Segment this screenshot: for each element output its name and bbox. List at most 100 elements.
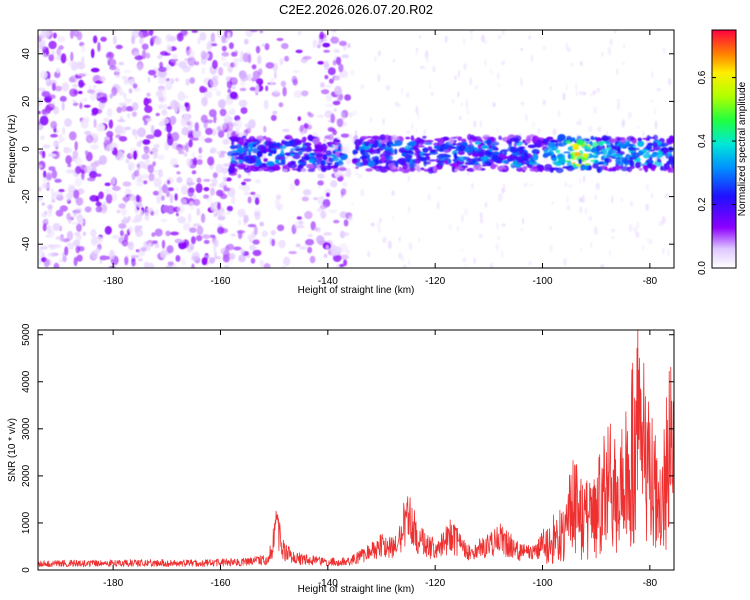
spectrogram-cell [43, 258, 50, 268]
spectrogram-cell [250, 164, 256, 168]
spectrogram-cell [278, 239, 286, 249]
spectrogram-cell [272, 110, 278, 115]
spectrogram-cell [415, 127, 418, 134]
spectrogram-cell [515, 156, 523, 162]
spectrogram-cell [279, 57, 284, 66]
spectrogram-cell [153, 152, 159, 156]
spectrogram-cell [403, 264, 407, 268]
spectrogram-cell [342, 147, 348, 154]
spectrogram-cell [180, 30, 188, 36]
spectrogram-cell [280, 80, 287, 87]
spectrogram-cell [629, 144, 636, 147]
x-tick-label: -140 [318, 276, 338, 287]
spectrogram-cell [308, 159, 315, 163]
spectrogram-cell [408, 141, 417, 147]
spectrogram-cell [95, 88, 104, 99]
spectrogram-cell [235, 127, 240, 135]
spectrogram-cell [461, 248, 464, 252]
spectrogram-cell [440, 146, 449, 150]
spectrogram-cell [587, 165, 593, 171]
spectrogram-cell [238, 254, 246, 263]
spectrogram-cell [316, 114, 325, 119]
spectrogram-cell [620, 137, 627, 144]
spectrogram-cell [648, 238, 653, 245]
spectrogram-cell [336, 96, 343, 102]
spectrogram-cell [181, 126, 189, 136]
spectrogram-cell [113, 30, 117, 35]
spectrogram-cell [39, 70, 48, 80]
spectrogram-cell [295, 243, 301, 248]
spectrogram-cell [177, 91, 186, 102]
spectrogram-cell [65, 169, 75, 174]
spectrogram-cell [259, 259, 264, 268]
spectrogram-cell [307, 246, 313, 254]
spectrogram-cell [161, 184, 168, 194]
spectrogram-cell [221, 35, 227, 44]
x-tick-label: -160 [210, 578, 230, 589]
spectrogram-cell [58, 189, 65, 193]
spectrogram-cell [607, 46, 611, 56]
spectrogram-cell [253, 225, 258, 236]
spectrogram-cell [376, 147, 384, 152]
spectrogram-cell [397, 157, 407, 165]
spectrogram-cell [670, 239, 672, 246]
spectrogram-cell [199, 135, 206, 143]
spectrogram-cell [653, 107, 657, 115]
spectrogram-cell [382, 117, 386, 126]
spectrogram-cell [469, 30, 474, 34]
spectrogram-cell [288, 163, 298, 169]
spectrogram-cell [62, 126, 66, 135]
spectrogram-cell [186, 182, 196, 186]
spectrogram-cell [371, 156, 380, 161]
spectrogram-cell [633, 226, 638, 234]
spectrogram-cell [576, 90, 578, 97]
spectrogram-cell [484, 150, 492, 157]
spectrogram-cell [257, 160, 263, 165]
spectrogram-cell [197, 37, 201, 45]
spectrogram-cell [244, 142, 248, 146]
spectrogram-cell [48, 166, 56, 172]
spectrogram-cell [130, 254, 140, 259]
spectrogram-cell [566, 165, 575, 172]
spectrogram-cell [104, 225, 112, 235]
spectrogram-cell [492, 154, 499, 162]
spectrogram-cell [394, 148, 398, 155]
spectrogram-cell [182, 222, 191, 231]
spectrogram-cell [568, 184, 573, 188]
spectrogram-cell [585, 138, 590, 142]
spectrogram-cell [431, 91, 434, 96]
spectrogram-cell [497, 235, 501, 240]
spectrogram-cell [253, 207, 262, 214]
spectrogram-cell [406, 156, 411, 163]
spectrogram-cell [332, 254, 342, 262]
spectrogram-cell [223, 265, 230, 268]
spectrogram-cell [473, 120, 477, 128]
spectrogram-cell [237, 163, 247, 170]
spectrogram-cell [576, 121, 581, 126]
spectrogram-cell [328, 78, 334, 84]
spectrogram-cell [257, 55, 262, 65]
spectrogram-cell [165, 265, 174, 268]
spectrogram-cell [371, 135, 380, 140]
spectrogram-cell [323, 49, 330, 53]
spectrogram-cell [153, 146, 159, 153]
spectrogram-cell [62, 255, 67, 263]
spectrogram-cell [204, 137, 213, 143]
spectrogram-cell [328, 209, 338, 213]
spectrogram-cell [238, 184, 246, 190]
spectrogram-cell [580, 165, 589, 170]
spectrogram-cell [273, 71, 277, 79]
spectrogram-cell [43, 210, 48, 216]
spectrogram-cell [221, 45, 227, 52]
spectrogram-cell [589, 93, 594, 98]
spectrogram-cell [261, 167, 268, 170]
spectrogram-cell [330, 36, 340, 44]
spectrogram-cell [99, 255, 108, 261]
spectrogram-cell [165, 230, 171, 237]
spectrogram-cell [175, 255, 181, 262]
spectrogram-cell [180, 258, 186, 266]
spectrogram-cell [211, 43, 218, 47]
spectrogram-cell [354, 130, 358, 137]
spectrogram-cell [507, 155, 516, 160]
spectrogram-cell [489, 262, 494, 268]
